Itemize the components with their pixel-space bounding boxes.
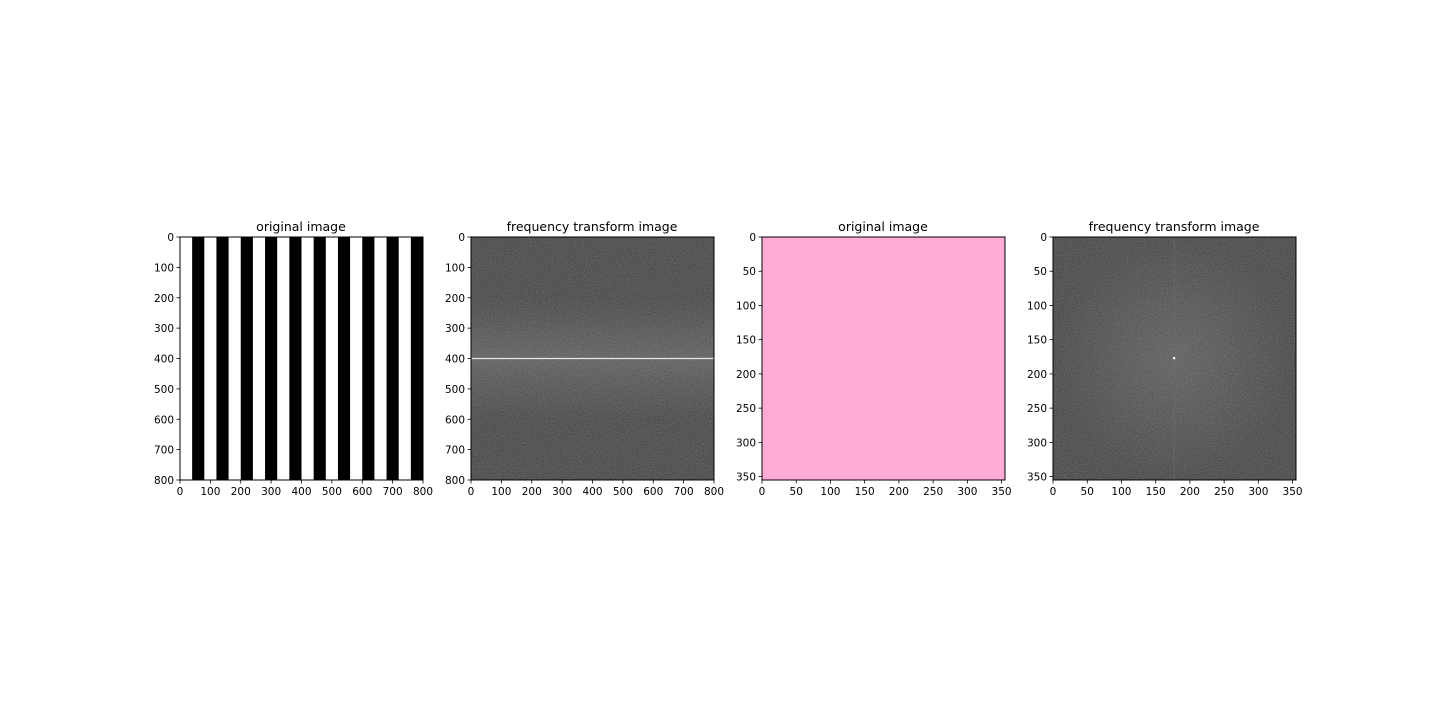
black-stripe <box>362 237 375 480</box>
x-tick-label: 800 <box>704 486 724 498</box>
panel-4-image <box>1053 237 1296 480</box>
panel-1-title: original image <box>256 219 346 234</box>
y-tick-label: 500 <box>154 384 174 396</box>
x-tick-label: 300 <box>261 486 281 498</box>
panel-4-frame <box>1052 236 1297 481</box>
y-tick-label: 350 <box>1027 472 1047 484</box>
y-tick-label: 150 <box>1027 335 1047 347</box>
y-tick-label: 300 <box>445 323 465 335</box>
x-tick-label: 600 <box>352 486 372 498</box>
panel-4-title: frequency transform image <box>1089 219 1260 234</box>
x-tick-label: 100 <box>820 486 840 498</box>
black-stripe <box>265 237 278 480</box>
y-tick-label: 200 <box>1027 369 1047 381</box>
y-tick-label: 300 <box>736 437 756 449</box>
x-tick-label: 100 <box>200 486 220 498</box>
y-tick-label: 800 <box>154 475 174 487</box>
panel-3-ticks: 0 50 100 150 200 250 300 3500501001502002503003… <box>736 232 1012 498</box>
x-tick-label: 100 <box>1111 486 1131 498</box>
y-tick-label: 600 <box>154 414 174 426</box>
panel-2: frequency transform image 0 100 200 300 400 5… <box>445 219 724 498</box>
x-tick-label: 700 <box>383 486 403 498</box>
y-tick-label: 100 <box>1027 300 1047 312</box>
y-tick-label: 300 <box>1027 437 1047 449</box>
black-stripe <box>386 237 399 480</box>
y-tick-label: 250 <box>736 403 756 415</box>
y-tick-label: 100 <box>445 262 465 274</box>
y-tick-label: 300 <box>154 323 174 335</box>
x-tick-label: 300 <box>552 486 572 498</box>
y-tick-label: 200 <box>154 293 174 305</box>
y-tick-label: 0 <box>167 232 174 244</box>
x-tick-label: 0 <box>1050 486 1057 498</box>
panel-3-title: original image <box>838 219 928 234</box>
y-tick-label: 500 <box>445 384 465 396</box>
x-tick-label: 350 <box>992 486 1012 498</box>
x-tick-label: 150 <box>1146 486 1166 498</box>
y-tick-label: 600 <box>445 414 465 426</box>
panel-4: frequency transform image 0 50 100 150 200 25… <box>1027 219 1303 498</box>
y-tick-label: 400 <box>445 354 465 366</box>
x-tick-label: 700 <box>674 486 694 498</box>
x-tick-label: 500 <box>322 486 342 498</box>
y-tick-label: 700 <box>445 445 465 457</box>
y-tick-label: 800 <box>445 475 465 487</box>
panel-2-title: frequency transform image <box>507 219 678 234</box>
black-stripe <box>337 237 351 480</box>
panel-1-image <box>180 237 423 480</box>
panel-2-ticks: 0 100 200 300 400 500 600 700 800010020030040050… <box>445 232 724 498</box>
x-tick-label: 0 <box>468 486 475 498</box>
y-tick-label: 50 <box>1034 266 1047 278</box>
x-tick-label: 150 <box>855 486 875 498</box>
x-tick-label: 100 <box>491 486 511 498</box>
y-tick-label: 100 <box>736 300 756 312</box>
x-tick-label: 200 <box>522 486 542 498</box>
black-stripe <box>192 237 205 480</box>
y-tick-label: 350 <box>736 472 756 484</box>
x-tick-label: 200 <box>1180 486 1200 498</box>
panel-2-image <box>471 237 714 480</box>
x-tick-label: 300 <box>1248 486 1268 498</box>
pink-image <box>762 237 1005 480</box>
y-tick-label: 200 <box>445 293 465 305</box>
x-tick-label: 400 <box>582 486 602 498</box>
x-tick-label: 800 <box>413 486 433 498</box>
y-tick-label: 400 <box>154 354 174 366</box>
black-stripe <box>410 237 423 480</box>
x-tick-label: 50 <box>790 486 803 498</box>
x-tick-label: 0 <box>759 486 766 498</box>
y-tick-label: 0 <box>749 232 756 244</box>
black-stripe <box>313 237 326 480</box>
x-tick-label: 0 <box>177 486 184 498</box>
y-tick-label: 0 <box>1040 232 1047 244</box>
x-tick-label: 400 <box>291 486 311 498</box>
panel-4-ticks: 0 50 100 150 200 250 300 3500501001502002503003… <box>1027 232 1303 498</box>
y-tick-label: 150 <box>736 335 756 347</box>
center-peak <box>1172 356 1176 360</box>
y-tick-label: 100 <box>154 262 174 274</box>
black-stripe <box>240 237 253 480</box>
x-tick-label: 250 <box>1214 486 1234 498</box>
x-tick-label: 500 <box>613 486 633 498</box>
y-tick-label: 700 <box>154 445 174 457</box>
x-tick-label: 50 <box>1081 486 1094 498</box>
panel-3: original image 0 50 100 150 200 250 300 3500501… <box>736 219 1012 498</box>
panel-3-frame <box>761 236 1006 481</box>
x-tick-label: 350 <box>1283 486 1303 498</box>
black-stripe <box>289 237 302 480</box>
x-tick-label: 600 <box>643 486 663 498</box>
y-tick-label: 250 <box>1027 403 1047 415</box>
y-tick-label: 200 <box>736 369 756 381</box>
panel-1-ticks: 0 100 200 300 400 500 600 700 800010020030040050… <box>154 232 433 498</box>
x-tick-label: 250 <box>923 486 943 498</box>
x-tick-label: 300 <box>957 486 977 498</box>
panel-1: original image 0 100 200 300 400 500 600 700 800… <box>154 219 433 498</box>
panel-3-image <box>762 237 1005 480</box>
y-tick-label: 50 <box>743 266 756 278</box>
black-stripe <box>216 237 229 480</box>
x-tick-label: 200 <box>231 486 251 498</box>
y-tick-label: 0 <box>458 232 465 244</box>
x-tick-label: 200 <box>889 486 909 498</box>
